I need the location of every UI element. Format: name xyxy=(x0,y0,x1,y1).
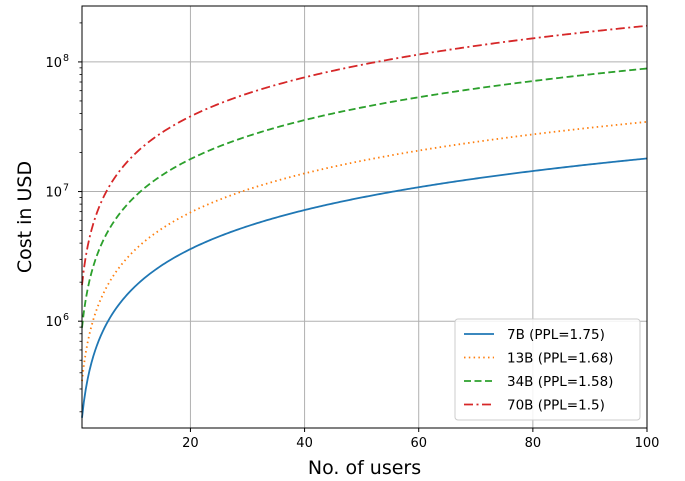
x-tick-label: 20 xyxy=(182,436,199,451)
y-axis-title: Cost in USD xyxy=(14,161,36,273)
legend-label: 7B (PPL=1.75) xyxy=(507,327,605,343)
x-tick-label: 80 xyxy=(525,436,542,451)
y-tick-exponent: 7 xyxy=(63,183,69,194)
legend: 7B (PPL=1.75) 13B (PPL=1.68) 34B (PPL=1.58… xyxy=(454,318,641,421)
y-tick-label: 10 xyxy=(45,56,62,71)
legend-label: 70B (PPL=1.5) xyxy=(507,398,605,414)
plot-frame xyxy=(81,5,648,429)
x-tick-label: 40 xyxy=(296,436,313,451)
legend-label: 34B (PPL=1.58) xyxy=(507,374,613,390)
series-group xyxy=(81,24,648,418)
x-tick-label: 60 xyxy=(410,436,427,451)
series-line xyxy=(81,120,648,382)
y-tick-label: 10 xyxy=(45,186,62,201)
x-axis-title: No. of users xyxy=(308,457,421,479)
legend-box xyxy=(454,318,641,421)
series-line xyxy=(81,67,648,328)
x-tick-label: 100 xyxy=(635,436,660,451)
legend-label: 13B (PPL=1.68) xyxy=(507,351,613,367)
series-line xyxy=(81,157,648,418)
series-line xyxy=(81,24,648,286)
y-tick-label: 10 xyxy=(45,315,62,330)
y-tick-exponent: 6 xyxy=(63,312,69,323)
y-tick-exponent: 8 xyxy=(63,53,69,64)
